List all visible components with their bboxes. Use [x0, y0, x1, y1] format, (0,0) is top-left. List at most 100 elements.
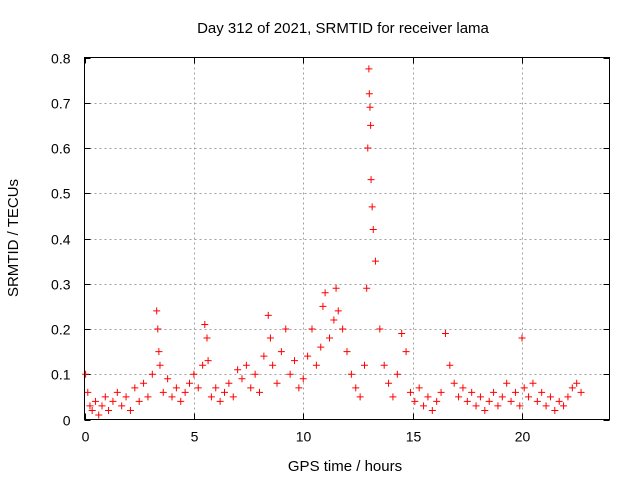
data-point: [88, 406, 96, 414]
chart-title: Day 312 of 2021, SRMTID for receiver lam…: [197, 20, 489, 37]
data-point: [156, 361, 164, 369]
data-point: [164, 375, 172, 383]
data-point: [135, 397, 143, 405]
data-point: [568, 384, 576, 392]
data-point: [393, 370, 401, 378]
data-point: [154, 325, 162, 333]
data-point: [181, 388, 189, 396]
data-point: [459, 384, 467, 392]
data-point: [144, 393, 152, 401]
y-tick-labels: 0 0.1 0.2 0.3 0.4 0.5 0.6 0.7 0.8: [51, 51, 71, 429]
data-point: [364, 144, 372, 152]
data-point: [330, 316, 338, 324]
plot-frame: [84, 57, 610, 420]
x-tick-label: 20: [515, 429, 531, 445]
y-tick-label: 0.8: [51, 51, 71, 67]
x-tick-labels: 0 5 10 15 20: [82, 429, 531, 445]
data-point: [148, 370, 156, 378]
data-point: [277, 348, 285, 356]
axis-ticks: [84, 57, 610, 421]
data-point: [366, 103, 374, 111]
data-point: [153, 307, 161, 315]
data-point: [577, 388, 585, 396]
data-point: [446, 361, 454, 369]
data-point: [507, 397, 515, 405]
data-point: [529, 379, 537, 387]
data-point: [516, 402, 524, 410]
y-tick-label: 0.6: [51, 141, 71, 157]
y-tick-label: 0.1: [51, 367, 71, 383]
data-point: [91, 397, 99, 405]
data-point: [402, 348, 410, 356]
data-point: [406, 388, 414, 396]
data-point: [273, 379, 281, 387]
data-point: [113, 388, 121, 396]
data-point: [317, 343, 325, 351]
data-point: [376, 325, 384, 333]
data-point: [131, 384, 139, 392]
data-point: [498, 393, 506, 401]
data-point: [356, 393, 364, 401]
data-point: [221, 388, 228, 396]
data-point: [551, 406, 559, 414]
y-tick-label: 0.4: [51, 232, 71, 248]
data-point: [411, 397, 419, 405]
data-point: [105, 406, 113, 414]
data-point: [203, 334, 211, 342]
data-point: [140, 379, 148, 387]
data-point: [212, 384, 220, 392]
data-point: [352, 384, 360, 392]
data-point: [172, 384, 180, 392]
data-point: [304, 352, 312, 360]
data-point: [199, 361, 207, 369]
data-point: [264, 311, 272, 319]
y-tick-label: 0.5: [51, 186, 71, 202]
x-axis-title: GPS time / hours: [288, 458, 402, 475]
data-point: [295, 384, 303, 392]
data-point: [490, 388, 498, 396]
grid-lines: [84, 57, 610, 420]
data-point: [560, 402, 568, 410]
data-point: [476, 393, 484, 401]
data-point: [118, 402, 126, 410]
data-point: [186, 379, 193, 387]
data-point: [286, 370, 294, 378]
data-point: [520, 384, 528, 392]
data-point: [291, 357, 298, 365]
data-point: [190, 370, 198, 378]
y-tick-label: 0: [63, 413, 71, 429]
data-point: [216, 397, 224, 405]
data-point: [194, 384, 202, 392]
data-point: [109, 397, 117, 405]
data-point: [481, 406, 489, 414]
data-point: [365, 65, 373, 73]
data-point: [299, 375, 307, 383]
data-point: [242, 361, 250, 369]
data-point: [420, 402, 428, 410]
data-points: [82, 65, 585, 419]
data-point: [126, 406, 134, 414]
data-point: [266, 334, 274, 342]
data-point: [84, 388, 92, 396]
data-point: [225, 379, 233, 387]
data-point: [98, 402, 106, 410]
data-point: [380, 361, 388, 369]
data-point: [159, 388, 167, 396]
data-point: [363, 284, 371, 292]
data-point: [367, 121, 375, 129]
data-point: [251, 370, 259, 378]
y-tick-label: 0.3: [51, 277, 71, 293]
data-point: [371, 257, 379, 265]
data-point: [398, 330, 406, 338]
data-point: [450, 379, 458, 387]
data-point: [168, 393, 176, 401]
data-point: [542, 402, 550, 410]
data-point: [415, 384, 423, 392]
data-point: [385, 379, 393, 387]
data-point: [155, 348, 163, 356]
data-point: [485, 397, 493, 405]
data-point: [332, 284, 340, 292]
data-point: [455, 393, 463, 401]
data-point: [260, 352, 268, 360]
x-tick-label: 10: [296, 429, 312, 445]
